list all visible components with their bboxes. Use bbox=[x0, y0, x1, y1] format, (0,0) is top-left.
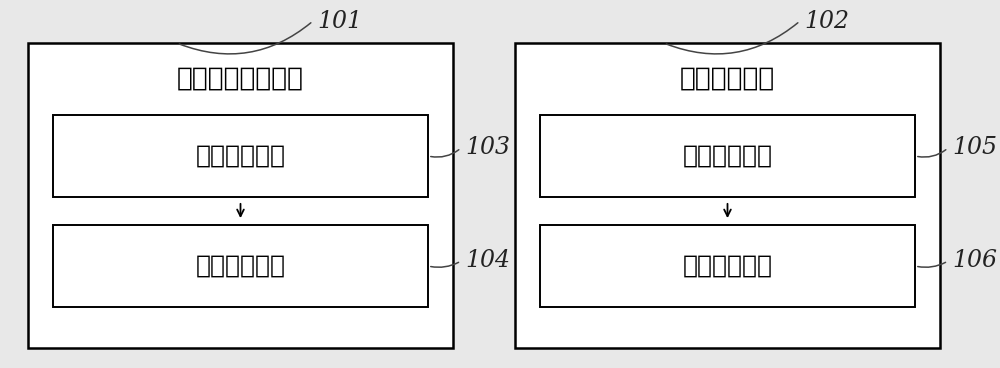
Bar bbox=[53, 115, 428, 197]
Text: 106: 106 bbox=[952, 250, 997, 272]
Text: 101: 101 bbox=[317, 10, 362, 32]
Text: 报告输入窗口: 报告输入窗口 bbox=[682, 144, 772, 168]
Text: 103: 103 bbox=[465, 137, 510, 159]
Text: 结果输出窗口: 结果输出窗口 bbox=[196, 254, 286, 278]
Text: 105: 105 bbox=[952, 137, 997, 159]
Text: 104: 104 bbox=[465, 250, 510, 272]
Bar bbox=[53, 225, 428, 307]
Bar bbox=[28, 43, 453, 348]
Bar bbox=[540, 115, 915, 197]
Bar bbox=[515, 43, 940, 348]
Text: 报告发送系统: 报告发送系统 bbox=[680, 66, 775, 92]
Text: 报告输出窗口: 报告输出窗口 bbox=[682, 254, 772, 278]
Text: 数据输入窗口: 数据输入窗口 bbox=[196, 144, 286, 168]
Text: 102: 102 bbox=[804, 10, 849, 32]
Text: 数据输入输出系统: 数据输入输出系统 bbox=[177, 66, 304, 92]
Bar bbox=[540, 225, 915, 307]
